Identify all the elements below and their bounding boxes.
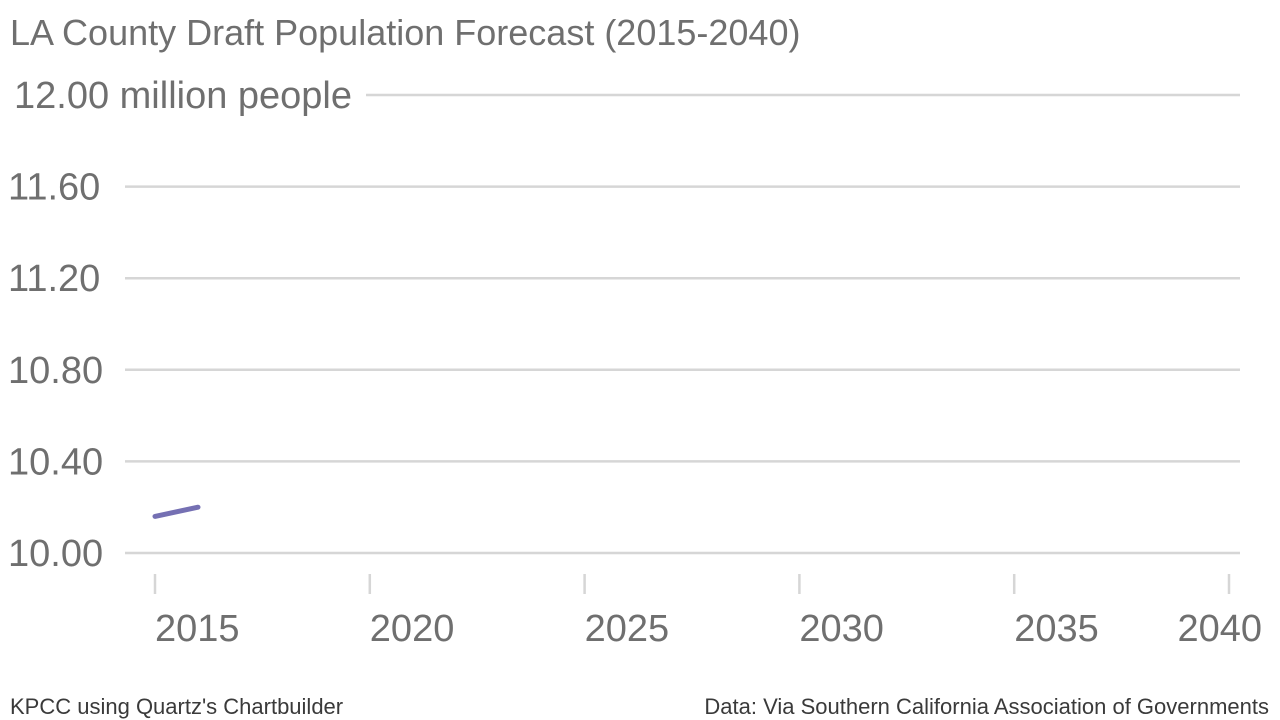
y-tick-label: 12.00 million people xyxy=(14,75,352,117)
x-tick-label: 2035 xyxy=(1014,608,1099,650)
gridlines xyxy=(125,93,1240,555)
y-tick-label: 11.20 xyxy=(8,258,100,300)
x-tick-label: 2025 xyxy=(585,608,670,650)
footer-source: Data: Via Southern California Associatio… xyxy=(704,694,1269,719)
y-unit-label: million people xyxy=(109,75,352,117)
population-series-line xyxy=(152,504,201,519)
footer-credit: KPCC using Quartz's Chartbuilder xyxy=(10,694,343,719)
x-axis: 2015 2020 2025 2030 2035 2040 xyxy=(153,574,1262,650)
y-axis-labels: 12.00 million people 11.60 11.20 10.80 10.40… xyxy=(8,75,352,575)
y-tick-label: 11.60 xyxy=(8,167,100,209)
y-tick-label: 10.00 xyxy=(8,533,103,575)
chart-title: LA County Draft Population Forecast (201… xyxy=(10,12,800,53)
x-tick-label: 2020 xyxy=(370,608,455,650)
y-tick-label: 10.40 xyxy=(8,441,103,483)
x-tick-label: 2030 xyxy=(799,608,884,650)
x-tick-label: 2040 xyxy=(1177,608,1262,650)
x-tick-label: 2015 xyxy=(155,608,240,650)
series-layer xyxy=(152,504,201,519)
y-tick-label: 10.80 xyxy=(8,350,103,392)
